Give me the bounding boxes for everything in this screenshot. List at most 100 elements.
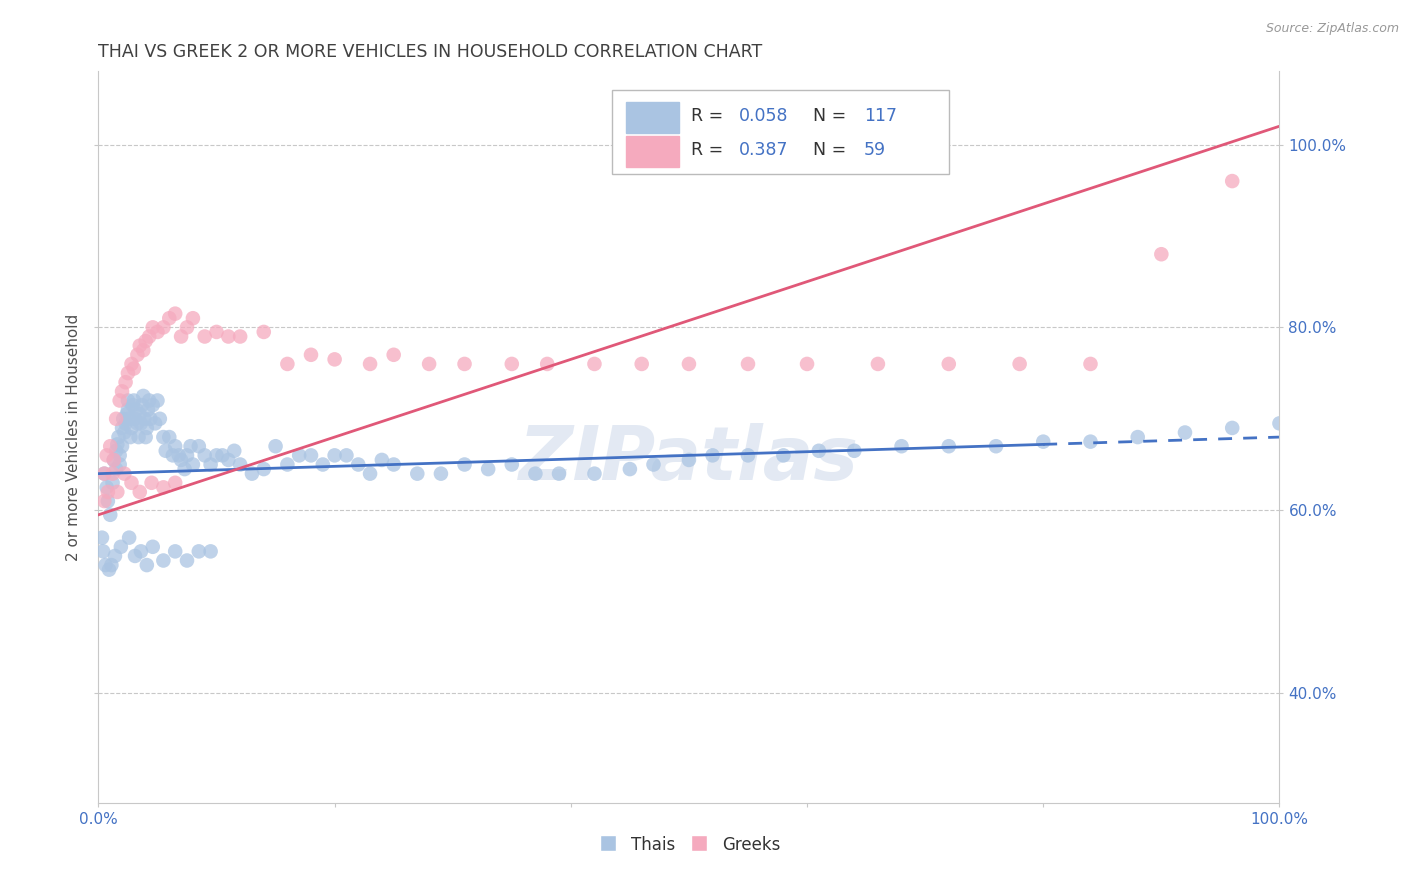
Point bbox=[217, 453, 239, 467]
Point bbox=[129, 417, 152, 431]
Point bbox=[984, 439, 1007, 453]
Point bbox=[112, 412, 135, 426]
Point bbox=[1080, 357, 1102, 371]
Point bbox=[382, 458, 405, 472]
Point bbox=[105, 443, 128, 458]
Point bbox=[127, 348, 149, 362]
Point bbox=[583, 357, 606, 371]
Point bbox=[121, 421, 143, 435]
Legend: Thais, Greeks: Thais, Greeks bbox=[591, 829, 787, 860]
Point bbox=[165, 544, 187, 558]
Point bbox=[111, 439, 134, 453]
Point bbox=[94, 558, 117, 573]
Point bbox=[157, 311, 180, 326]
Point bbox=[117, 402, 139, 417]
Point bbox=[347, 458, 370, 472]
Point bbox=[170, 453, 193, 467]
Point bbox=[135, 558, 157, 573]
Point bbox=[121, 357, 143, 371]
Point bbox=[128, 485, 150, 500]
Point bbox=[359, 467, 381, 481]
Text: 0.058: 0.058 bbox=[738, 107, 787, 125]
Point bbox=[359, 357, 381, 371]
Point bbox=[135, 430, 157, 444]
Point bbox=[229, 329, 252, 343]
Point bbox=[93, 467, 115, 481]
Text: Source: ZipAtlas.com: Source: ZipAtlas.com bbox=[1265, 22, 1399, 36]
Point bbox=[1150, 247, 1173, 261]
Point bbox=[371, 453, 394, 467]
Point bbox=[678, 357, 700, 371]
Point bbox=[807, 443, 830, 458]
FancyBboxPatch shape bbox=[626, 136, 679, 167]
Point bbox=[105, 412, 128, 426]
Point bbox=[176, 449, 198, 463]
Point bbox=[127, 417, 149, 431]
Point bbox=[323, 449, 346, 463]
Point bbox=[477, 462, 499, 476]
Point bbox=[299, 348, 322, 362]
Point bbox=[142, 320, 165, 334]
Point bbox=[132, 343, 155, 358]
Point bbox=[149, 412, 172, 426]
Point bbox=[194, 329, 217, 343]
Point bbox=[101, 467, 124, 481]
Point bbox=[1032, 434, 1054, 449]
Point bbox=[167, 449, 190, 463]
Point bbox=[524, 467, 547, 481]
Point bbox=[264, 439, 287, 453]
Point bbox=[110, 540, 132, 554]
Point bbox=[276, 458, 298, 472]
Point bbox=[108, 449, 131, 463]
Point bbox=[548, 467, 571, 481]
Point bbox=[128, 430, 150, 444]
Point bbox=[643, 458, 665, 472]
Point bbox=[124, 549, 146, 563]
Point bbox=[501, 357, 523, 371]
Point bbox=[200, 458, 222, 472]
Point bbox=[138, 329, 160, 343]
Point bbox=[181, 458, 204, 472]
Text: 117: 117 bbox=[863, 107, 897, 125]
Point bbox=[501, 458, 523, 472]
Point bbox=[162, 449, 184, 463]
Point bbox=[129, 544, 152, 558]
Point bbox=[155, 443, 177, 458]
Point bbox=[121, 398, 143, 412]
Point bbox=[253, 325, 276, 339]
FancyBboxPatch shape bbox=[626, 102, 679, 133]
Point bbox=[406, 467, 429, 481]
Point bbox=[146, 393, 169, 408]
Point bbox=[142, 398, 165, 412]
Point bbox=[105, 485, 128, 500]
Point bbox=[288, 449, 311, 463]
Point bbox=[1268, 417, 1291, 431]
Point bbox=[98, 508, 121, 522]
Point bbox=[187, 439, 209, 453]
Point bbox=[1174, 425, 1197, 440]
Point bbox=[418, 357, 440, 371]
Point bbox=[453, 357, 475, 371]
Point bbox=[132, 389, 155, 403]
Point bbox=[131, 398, 153, 412]
Point bbox=[173, 462, 195, 476]
Point bbox=[111, 421, 134, 435]
Point bbox=[630, 357, 652, 371]
Point bbox=[335, 449, 357, 463]
Point bbox=[117, 366, 139, 380]
Text: R =: R = bbox=[692, 107, 730, 125]
Point bbox=[1008, 357, 1031, 371]
Point bbox=[121, 475, 143, 490]
Point bbox=[101, 475, 124, 490]
Point bbox=[180, 439, 202, 453]
Point bbox=[114, 417, 136, 431]
Point bbox=[312, 458, 335, 472]
Text: 59: 59 bbox=[863, 141, 886, 160]
Point bbox=[170, 329, 193, 343]
Point bbox=[453, 458, 475, 472]
Point bbox=[299, 449, 322, 463]
Point bbox=[1080, 434, 1102, 449]
Point bbox=[122, 393, 145, 408]
Point bbox=[136, 402, 159, 417]
Point bbox=[200, 544, 222, 558]
